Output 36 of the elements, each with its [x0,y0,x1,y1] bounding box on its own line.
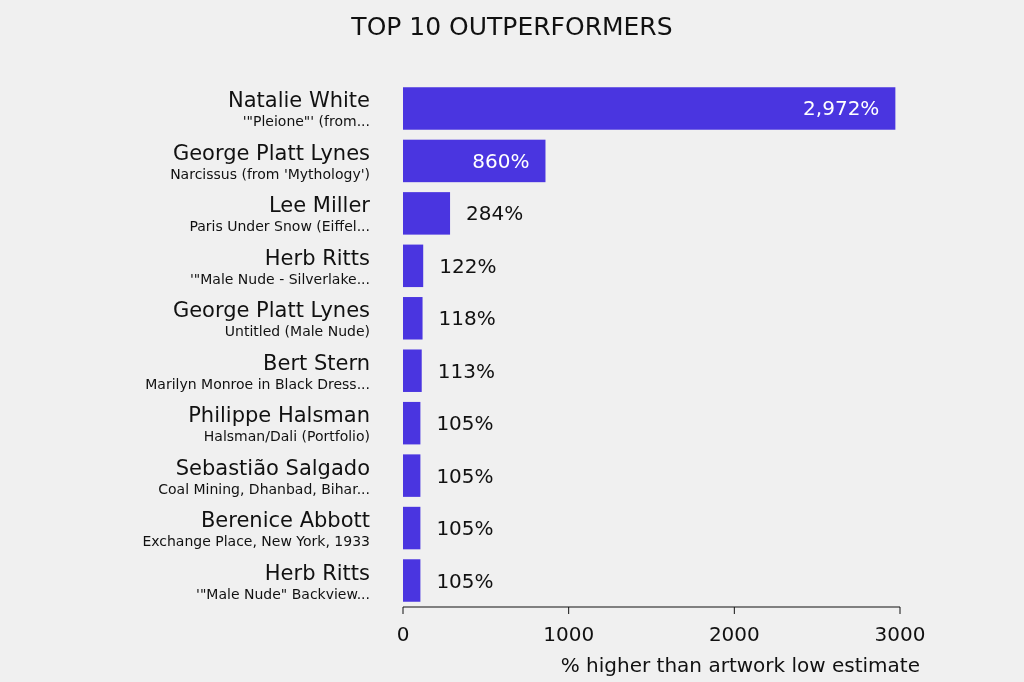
x-tick-label: 2000 [708,622,760,646]
bar [403,559,421,602]
data-label: 105% [436,516,494,541]
bar [403,454,421,497]
x-axis-title: % higher than artwork low estimate [560,653,920,677]
bar [403,297,423,340]
bar [403,401,421,445]
x-tick-label: 3000 [874,622,926,646]
data-label: 105% [436,463,494,488]
bar [403,349,422,392]
y-tick-label: Herb Ritts '"Male Nude" Backview... [196,560,370,602]
y-tick-label: Bert Stern Marilyn Monroe in Black Dress... [145,350,370,392]
bar [403,506,421,550]
data-label: 118% [438,306,496,331]
data-label: 105% [436,568,494,593]
bar [403,139,546,183]
bar [403,192,451,235]
y-tick-label: Berenice Abbott Exchange Place, New York, 1933 [142,508,370,550]
data-label: 860% [472,148,530,173]
chart-title: TOP 10 OUTPERFORMERS [350,12,673,41]
x-tick-label: 0 [396,622,410,646]
bar [403,244,424,288]
y-tick-label: George Platt Lynes Narcissus (from 'Mythology') [170,140,370,182]
x-tick-label: 1000 [543,622,595,646]
data-label: 2,972% [803,96,880,121]
y-tick-label: Philippe Halsman Halsman/Dali (Portfolio) [188,403,370,445]
data-label: 113% [437,358,495,383]
y-tick-label: Sebastião Salgado Coal Mining, Dhanbad, Bihar... [158,455,370,497]
y-tick-label: Herb Ritts '"Male Nude - Silverlake... [189,245,370,287]
data-label: 122% [439,253,497,278]
y-tick-label: Lee Miller Paris Under Snow (Eiffel... [189,193,371,235]
data-label: 105% [436,411,494,436]
bar [403,87,896,130]
data-label: 284% [466,201,524,226]
y-tick-label: Natalie White '"Pleione"' (from... [227,88,370,130]
y-tick-label: George Platt Lynes Untitled (Male Nude) [172,298,370,340]
